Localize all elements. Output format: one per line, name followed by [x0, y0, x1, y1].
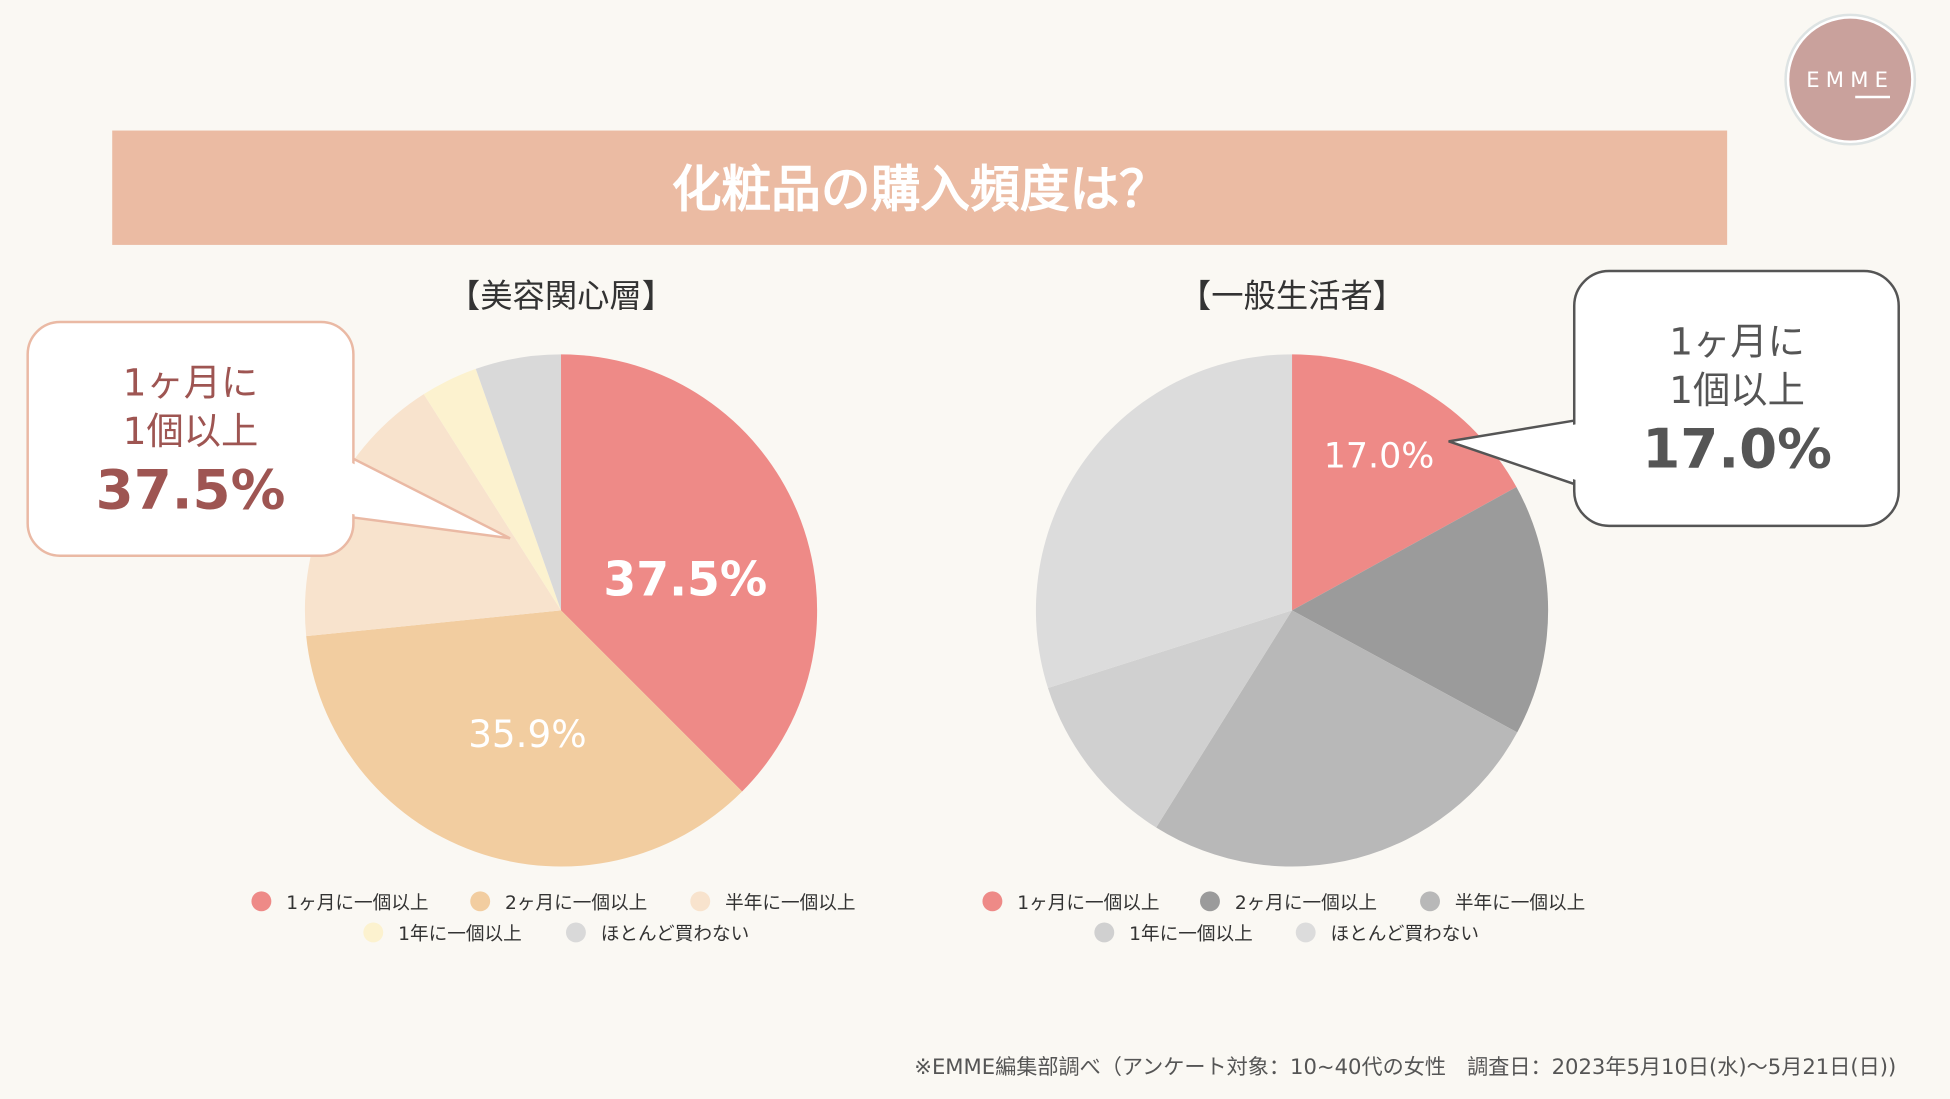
legend-swatch [251, 891, 272, 912]
legend-swatch [690, 891, 711, 912]
pie-slice [1292, 487, 1549, 733]
pie-chart-general [1035, 354, 1549, 867]
legend-label: 1年に一個以上 [398, 924, 522, 945]
legend-left: 1ヶ月に一個以上 2ヶ月に一個以上 半年に一個以上 1年に一個以上 ほとんど買わない [251, 891, 856, 945]
page-title: 化粧品の購入頻度は？ [672, 160, 1169, 218]
legend-swatch [470, 891, 491, 912]
data-label: 37.5% [603, 552, 767, 607]
pie-slice [561, 354, 818, 792]
legend-swatch [1094, 922, 1115, 943]
legend-label: ほとんど買わない [601, 924, 749, 945]
pie-slice [475, 354, 562, 611]
callout-line1: 1ヶ月に [1669, 319, 1805, 363]
callout-line2: 1個以上 [123, 409, 259, 453]
logo-text: EMME [1806, 67, 1894, 92]
callout-right: 1ヶ月に 1個以上 17.0% [1448, 269, 1900, 528]
pie-chart-beauty [304, 354, 818, 867]
pie-slice [1292, 354, 1517, 611]
callout-value: 17.0% [1642, 416, 1832, 480]
callout-value: 37.5% [96, 457, 286, 521]
legend-label: 1年に一個以上 [1129, 924, 1253, 945]
pie-slice [1035, 354, 1293, 689]
pie-slice [423, 368, 562, 611]
chart-title-left: 【美容関心層】 [448, 277, 674, 315]
legend-swatch [1295, 922, 1316, 943]
callout-line2: 1個以上 [1669, 368, 1805, 412]
legend-label: ほとんど買わない [1331, 924, 1479, 945]
legend-right: 1ヶ月に一個以上 2ヶ月に一個以上 半年に一個以上 1年に一個以上 ほとんど買わない [982, 891, 1585, 945]
data-label: 17.0% [1324, 436, 1435, 476]
legend-label: 1ヶ月に一個以上 [286, 893, 428, 914]
title-banner [112, 130, 1728, 245]
legend-swatch [1200, 891, 1220, 912]
pie-slice [1047, 610, 1293, 828]
footnote: ※EMME編集部調べ（アンケート対象：10~40代の女性 調査日：2023年5月… [914, 1054, 1896, 1079]
legend-swatch [363, 922, 384, 943]
legend-swatch [1420, 891, 1440, 912]
legend-label: 2ヶ月に一個以上 [1235, 893, 1377, 914]
pie-slice [1156, 610, 1518, 867]
chart-title-right: 【一般生活者】 [1179, 277, 1405, 315]
pie-slice [306, 610, 743, 867]
callout-left: 1ヶ月に 1個以上 37.5% [26, 320, 511, 557]
data-label: 35.9% [468, 712, 586, 756]
emme-logo: EMME [1784, 13, 1917, 146]
callout-line1: 1ヶ月に [123, 360, 259, 404]
legend-label: 半年に一個以上 [725, 893, 855, 914]
legend-label: 半年に一個以上 [1455, 893, 1585, 914]
legend-swatch [565, 922, 586, 943]
legend-swatch [982, 891, 1003, 912]
legend-label: 2ヶ月に一個以上 [505, 893, 647, 914]
legend-label: 1ヶ月に一個以上 [1017, 893, 1159, 914]
